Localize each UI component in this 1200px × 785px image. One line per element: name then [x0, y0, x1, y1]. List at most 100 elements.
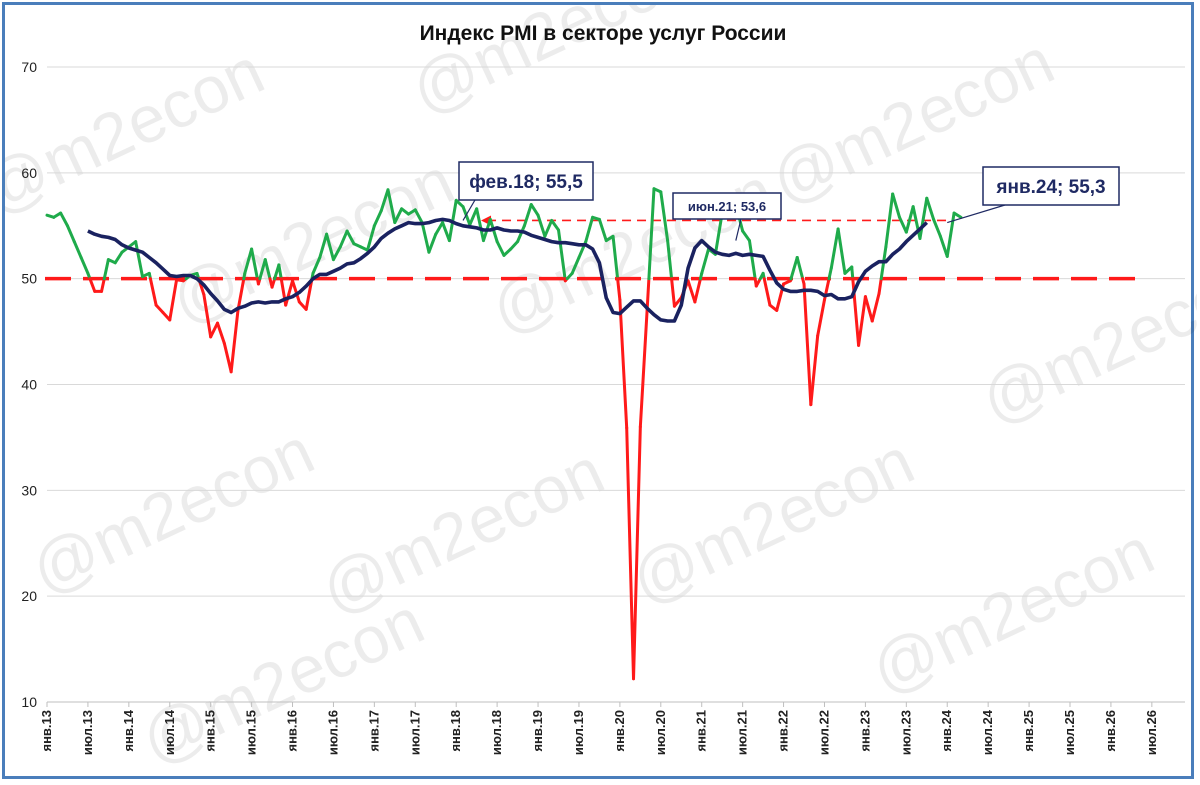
watermark-layer: @m2econ@m2econ @m2econ@m2econ @m2econ @m2ec…	[5, 5, 1197, 778]
monthly-segment	[686, 279, 697, 304]
monthly-segment	[318, 232, 329, 259]
monthly-segment	[386, 188, 397, 225]
monthly-segment	[291, 279, 301, 304]
monthly-segment	[113, 250, 124, 265]
monthly-segment	[836, 227, 847, 275]
monthly-segment	[870, 291, 881, 323]
monthly-segment	[441, 221, 451, 243]
monthly-segment	[952, 211, 963, 219]
monthly-segment	[216, 321, 226, 345]
watermark-text: @m2econ	[970, 243, 1197, 438]
monthly-segment	[550, 218, 560, 232]
monthly-segment	[632, 425, 642, 681]
monthly-segment	[857, 295, 867, 347]
monthly-segment	[202, 293, 213, 339]
monthly-segment	[263, 258, 272, 281]
monthly-segment	[102, 258, 110, 281]
monthly-segment	[925, 196, 936, 221]
x-tick-label: июл.13	[80, 710, 95, 755]
monthly-segment	[79, 256, 90, 275]
callout-box	[458, 161, 594, 201]
monthly-segment	[258, 258, 267, 281]
x-tick-label: июл.19	[571, 710, 586, 755]
moving-average-series	[87, 217, 929, 323]
monthly-segment	[311, 256, 322, 275]
callout-box	[982, 166, 1120, 206]
x-tick-label: июл.18	[489, 710, 504, 755]
monthly-segment	[625, 426, 636, 681]
monthly-segment	[616, 277, 622, 302]
callout-box	[672, 192, 782, 220]
x-tick-label: июл.21	[735, 710, 750, 755]
monthly-segment	[891, 192, 901, 219]
monthly-segment	[393, 207, 404, 225]
monthly-segment	[529, 203, 540, 217]
monthly-segment	[345, 229, 356, 246]
callout-leader	[947, 204, 1006, 224]
monthly-segment	[154, 303, 165, 315]
y-tick-label: 30	[21, 482, 37, 498]
x-tick-label: янв.20	[612, 710, 627, 752]
monthly-segment	[700, 247, 711, 275]
monthly-segment	[898, 215, 908, 234]
x-tick-label: янв.18	[448, 710, 463, 752]
monthly-segment	[250, 247, 259, 281]
watermark-text: @m2econ	[860, 513, 1165, 708]
x-tick-label: янв.17	[366, 710, 381, 752]
x-tick-label: июл.23	[898, 710, 913, 755]
callout-label: янв.24; 55,3	[995, 177, 1105, 198]
monthly-segment	[454, 198, 465, 209]
x-tick-label: янв.25	[1021, 710, 1036, 752]
monthly-segment	[543, 218, 554, 238]
monthly-segment	[168, 278, 179, 322]
monthly-segment	[420, 221, 431, 254]
x-tick-label: июл.22	[816, 710, 831, 755]
x-tick-label: янв.23	[857, 710, 872, 752]
monthly-segment	[284, 279, 295, 307]
monthly-segment	[434, 221, 445, 236]
monthly-segment	[366, 224, 376, 252]
monthly-segment	[850, 265, 855, 281]
monthly-segment	[809, 334, 820, 407]
y-axis: 10 20 30 40 50 60 70	[21, 59, 37, 710]
monthly-segment	[584, 215, 595, 244]
monthly-segment	[413, 208, 424, 225]
y-tick-label: 10	[21, 694, 37, 710]
monthly-segment	[829, 227, 840, 270]
monthly-segment	[693, 277, 702, 304]
x-tick-label: июл.24	[980, 709, 995, 755]
pmi-chart: @m2econ@m2econ @m2econ@m2econ @m2econ @m2ec…	[5, 5, 1197, 778]
monthly-segment	[372, 209, 383, 228]
monthly-segment	[670, 277, 676, 308]
monthly-segment	[88, 277, 97, 293]
x-tick-label: янв.24	[939, 709, 954, 751]
monthly-segment	[209, 321, 219, 339]
monthly-segment	[72, 240, 83, 259]
watermark-text: @m2econ	[20, 413, 325, 608]
monthly-segment	[148, 277, 158, 307]
monthly-segment	[747, 239, 757, 281]
monthly-segment	[666, 239, 674, 281]
monthly-series	[45, 187, 963, 681]
monthly-segment	[713, 211, 724, 256]
monthly-segment	[427, 232, 438, 254]
monthly-segment	[802, 282, 813, 407]
callouts: фев.18; 55,5 июн.21; 53,6 янв.24; 55,3	[458, 161, 1120, 241]
monthly-segment	[100, 277, 106, 293]
monthly-segment	[918, 196, 929, 240]
watermark-text: @m2econ	[5, 33, 274, 228]
x-tick-label: янв.14	[121, 709, 136, 751]
x-tick-label: июл.25	[1062, 710, 1077, 755]
monthly-segment	[611, 234, 620, 281]
callout-leader	[462, 199, 476, 221]
monthly-segment	[863, 295, 874, 323]
monthly-segment	[659, 190, 670, 243]
callout-label: фев.18; 55,5	[469, 172, 583, 193]
monthly-segment	[134, 240, 144, 279]
x-tick-label: янв.19	[530, 710, 545, 752]
monthly-segment	[475, 207, 485, 243]
monthly-segment	[877, 277, 883, 295]
monthly-segment	[672, 296, 683, 308]
monthly-segment	[827, 266, 833, 281]
